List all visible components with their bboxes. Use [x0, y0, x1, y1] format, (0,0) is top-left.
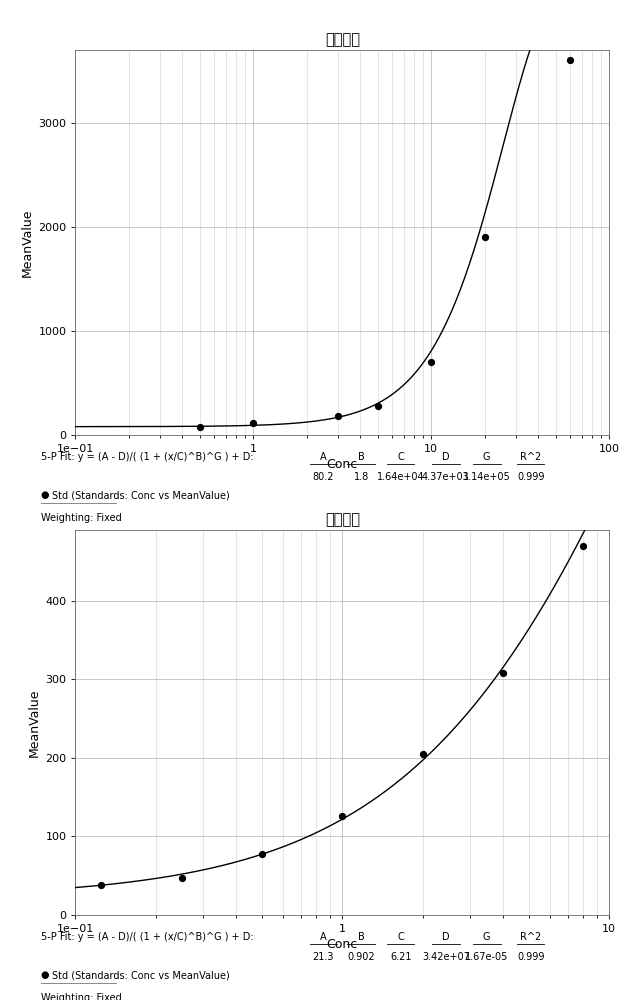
Point — [248, 415, 258, 431]
Text: R^2: R^2 — [520, 932, 541, 942]
Text: C: C — [398, 932, 404, 942]
Point — [426, 354, 436, 370]
Y-axis label: MeanValue: MeanValue — [21, 208, 34, 277]
Point — [498, 665, 508, 681]
Text: 5-P Fit: y = (A - D)/( (1 + (x/C)^B)^G ) + D:: 5-P Fit: y = (A - D)/( (1 + (x/C)^B)^G )… — [41, 932, 254, 942]
Text: B: B — [358, 452, 364, 462]
Point — [480, 229, 490, 245]
Point — [578, 538, 588, 554]
Text: Std (Standards: Conc vs MeanValue): Std (Standards: Conc vs MeanValue) — [52, 490, 230, 500]
Text: G: G — [483, 932, 490, 942]
Text: ●: ● — [41, 970, 50, 980]
Point — [418, 746, 428, 762]
Text: D: D — [442, 452, 450, 462]
Text: D: D — [442, 932, 450, 942]
Text: C: C — [398, 452, 404, 462]
Point — [337, 808, 347, 824]
Text: 1.64e+04: 1.64e+04 — [377, 472, 425, 482]
Point — [565, 52, 575, 68]
Text: 3.42e+07: 3.42e+07 — [422, 952, 470, 962]
X-axis label: Conc: Conc — [327, 458, 358, 471]
Text: R^2: R^2 — [520, 452, 541, 462]
Text: 1.8: 1.8 — [354, 472, 369, 482]
Text: 4.37e+03: 4.37e+03 — [422, 472, 470, 482]
Text: B: B — [358, 932, 364, 942]
Text: Weighting: Fixed: Weighting: Fixed — [41, 513, 122, 523]
Text: 6.21: 6.21 — [390, 952, 411, 962]
Text: G: G — [483, 452, 490, 462]
Y-axis label: MeanValue: MeanValue — [28, 688, 41, 757]
X-axis label: Conc: Conc — [327, 938, 358, 951]
Title: 标准曲线: 标准曲线 — [325, 512, 360, 527]
Title: 标准曲线: 标准曲线 — [325, 32, 360, 47]
Text: Std (Standards: Conc vs MeanValue): Std (Standards: Conc vs MeanValue) — [52, 970, 230, 980]
Text: 5-P Fit: y = (A - D)/( (1 + (x/C)^B)^G ) + D:: 5-P Fit: y = (A - D)/( (1 + (x/C)^B)^G )… — [41, 452, 254, 462]
Text: 80.2: 80.2 — [313, 472, 334, 482]
Text: 1.14e+05: 1.14e+05 — [463, 472, 511, 482]
Text: 0.999: 0.999 — [517, 472, 544, 482]
Text: Weighting: Fixed: Weighting: Fixed — [41, 993, 122, 1000]
Point — [257, 846, 267, 862]
Text: ●: ● — [41, 490, 50, 500]
Text: 1.67e-05: 1.67e-05 — [465, 952, 509, 962]
Text: 0.902: 0.902 — [347, 952, 375, 962]
Point — [176, 870, 187, 886]
Point — [96, 877, 106, 893]
Text: 21.3: 21.3 — [313, 952, 334, 962]
Text: A: A — [320, 932, 327, 942]
Point — [195, 419, 205, 435]
Point — [372, 398, 382, 414]
Text: A: A — [320, 452, 327, 462]
Text: 0.999: 0.999 — [517, 952, 544, 962]
Point — [333, 408, 344, 424]
